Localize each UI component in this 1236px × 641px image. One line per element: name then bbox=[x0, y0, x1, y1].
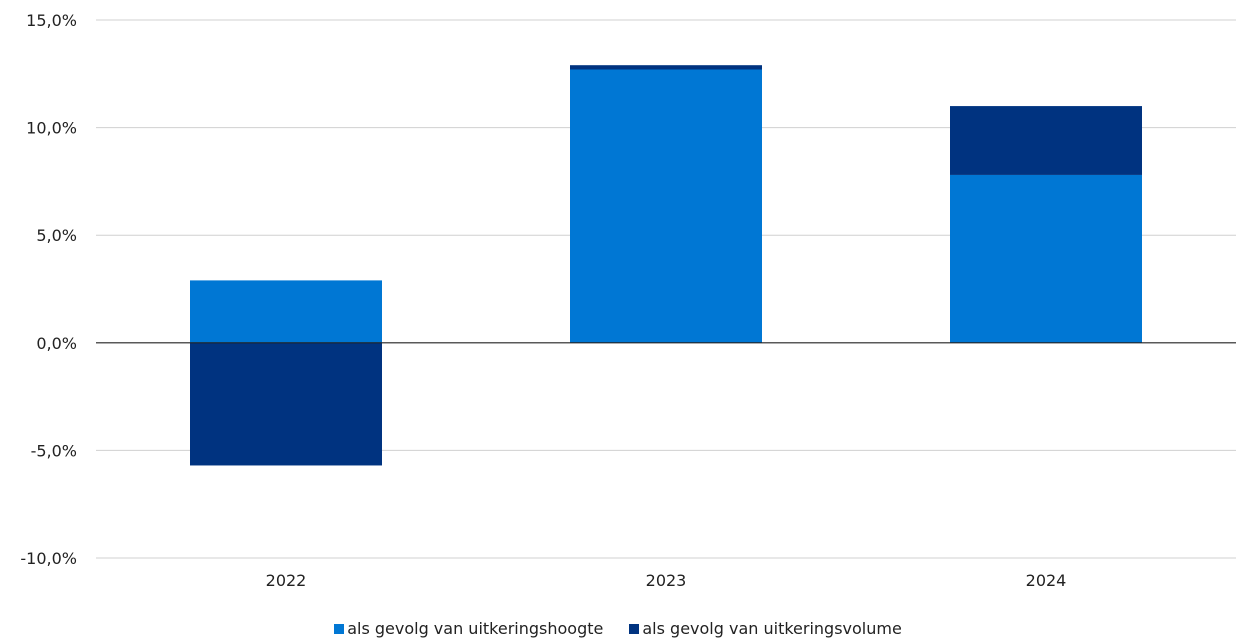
bar-2022-series-2 bbox=[190, 342, 382, 466]
y-tick-label: 10,0% bbox=[26, 119, 77, 138]
bar-2022-series-1 bbox=[190, 280, 382, 343]
y-tick-label: 0,0% bbox=[36, 334, 77, 353]
legend-label-uitkeringshoogte: als gevolg van uitkeringshoogte bbox=[347, 619, 604, 638]
x-axis-tick-labels: 2022 2023 2024 bbox=[266, 571, 1067, 590]
x-tick-label: 2024 bbox=[1026, 571, 1067, 590]
x-tick-label: 2022 bbox=[266, 571, 307, 590]
bars bbox=[190, 65, 1142, 466]
bar-2024-series-2 bbox=[950, 106, 1142, 175]
legend: als gevolg van uitkeringshoogte als gevo… bbox=[0, 617, 1236, 638]
y-tick-label: 5,0% bbox=[36, 226, 77, 245]
y-tick-label: 15,0% bbox=[26, 11, 77, 30]
legend-swatch-uitkeringshoogte bbox=[334, 624, 345, 634]
legend-item-uitkeringshoogte: als gevolg van uitkeringshoogte bbox=[334, 617, 603, 641]
legend-item-uitkeringsvolume: als gevolg van uitkeringsvolume bbox=[629, 617, 902, 641]
legend-label-uitkeringsvolume: als gevolg van uitkeringsvolume bbox=[642, 619, 902, 638]
x-tick-label: 2023 bbox=[646, 571, 687, 590]
legend-swatch-uitkeringsvolume bbox=[629, 624, 640, 634]
y-tick-label: -10,0% bbox=[20, 549, 77, 568]
y-axis-tick-labels: -10,0% -5,0% 0,0% 5,0% 10,0% 15,0% bbox=[20, 11, 77, 568]
bar-2023-series-2 bbox=[570, 65, 762, 70]
bar-2024-series-1 bbox=[950, 174, 1142, 343]
bar-2023-series-1 bbox=[570, 69, 762, 343]
y-tick-label: -5,0% bbox=[31, 441, 77, 460]
